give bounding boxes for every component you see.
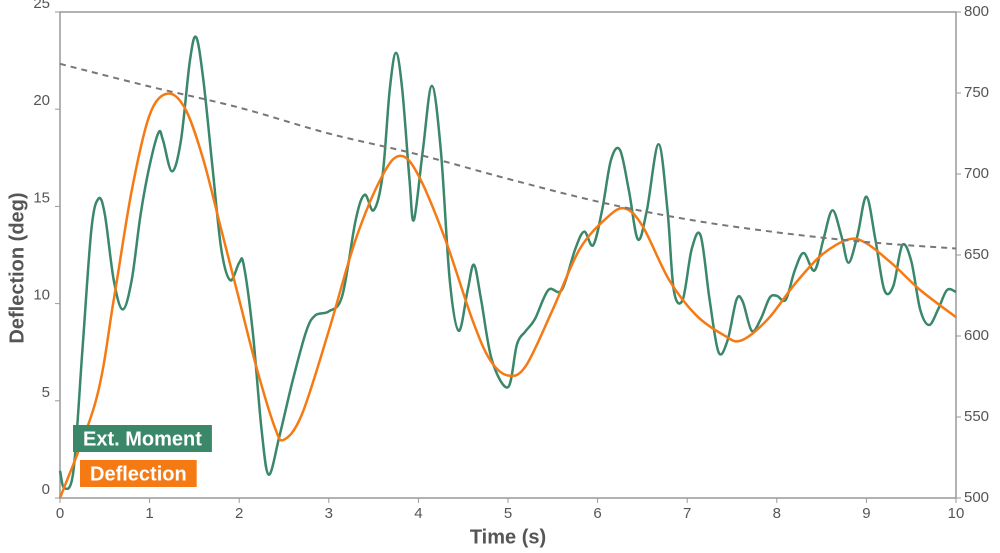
y-tick-label: 0 bbox=[42, 481, 50, 498]
series-line bbox=[58, 35, 957, 491]
y-tick-label: 20 bbox=[33, 92, 50, 109]
lines bbox=[58, 35, 957, 499]
y2-tick-label: 550 bbox=[964, 408, 989, 425]
x-tick-label: 7 bbox=[683, 505, 691, 522]
x-tick-label: 3 bbox=[325, 505, 333, 522]
series-line bbox=[58, 92, 957, 499]
y-axis-title: Deflection (deg) bbox=[6, 192, 28, 343]
y2-tick-label: 750 bbox=[964, 84, 989, 101]
y2-tick-label: 500 bbox=[964, 489, 989, 506]
x-tick-label: 6 bbox=[593, 505, 601, 522]
x-tick-label: 0 bbox=[56, 505, 64, 522]
x-tick-label: 1 bbox=[145, 505, 153, 522]
y-tick-label: 15 bbox=[33, 189, 50, 206]
legend-label: Ext. Moment bbox=[83, 428, 202, 450]
y-tick-label: 25 bbox=[33, 0, 50, 12]
y2-tick-label: 700 bbox=[964, 165, 989, 182]
y-tick-label: 5 bbox=[42, 384, 50, 401]
legend-swatch bbox=[73, 425, 212, 452]
trend-line bbox=[59, 62, 957, 250]
y2-tick-label: 600 bbox=[964, 327, 989, 344]
legend: Ext. Moment Deflection bbox=[73, 425, 212, 487]
legend-label: Deflection bbox=[90, 463, 187, 485]
x-tick-label: 10 bbox=[948, 505, 965, 522]
y2-tick-label: 650 bbox=[964, 246, 989, 263]
y2-tick-label: 800 bbox=[964, 3, 989, 20]
x-tick-label: 2 bbox=[235, 505, 243, 522]
y-tick-label: 10 bbox=[33, 287, 50, 304]
legend-item: Ext. Moment bbox=[73, 425, 212, 452]
x-tick-label: 4 bbox=[414, 505, 422, 522]
x-tick-label: 8 bbox=[773, 505, 781, 522]
x-tick-label: 5 bbox=[504, 505, 512, 522]
x-tick-label: 9 bbox=[862, 505, 870, 522]
legend-item: Deflection bbox=[80, 460, 197, 487]
legend-swatch bbox=[80, 460, 197, 487]
x-axis-title: Time (s) bbox=[470, 526, 546, 548]
